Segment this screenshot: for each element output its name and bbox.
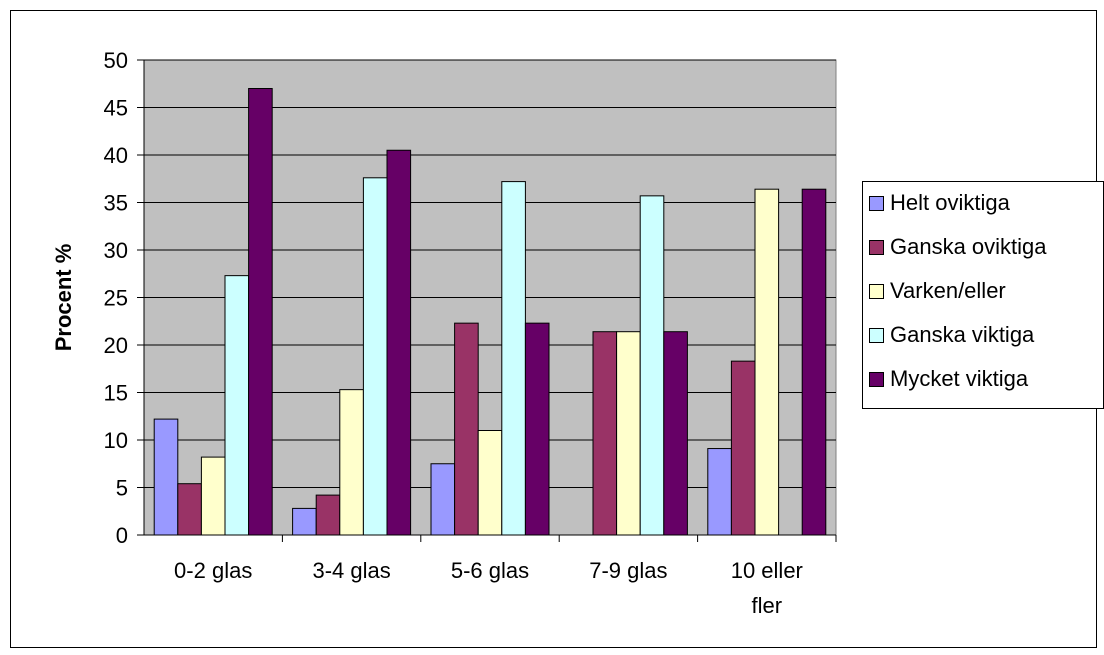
bar bbox=[477, 430, 503, 536]
legend-swatch bbox=[869, 371, 884, 387]
legend-label: Mycket viktiga bbox=[890, 366, 1029, 391]
bar bbox=[663, 331, 688, 536]
x-tick-label: 0-2 glas bbox=[174, 558, 252, 583]
y-tick-label: 20 bbox=[104, 333, 128, 358]
bar bbox=[454, 322, 479, 536]
x-tick-label: 10 eller fler bbox=[731, 558, 803, 618]
axes bbox=[137, 59, 837, 542]
legend-item: Ganska viktiga bbox=[869, 320, 1034, 350]
y-tick-label: 10 bbox=[104, 428, 128, 453]
legend: Helt oviktiga Ganska oviktiga Varken/eller… bbox=[862, 181, 1104, 409]
y-tick-label: 15 bbox=[104, 381, 128, 406]
legend-swatch bbox=[869, 327, 884, 343]
bar bbox=[224, 275, 250, 536]
bar bbox=[639, 195, 665, 536]
y-tick-label: 25 bbox=[104, 286, 128, 311]
legend-label: Varken/eller bbox=[890, 278, 1006, 303]
bar bbox=[592, 331, 618, 536]
legend-swatch bbox=[869, 239, 884, 255]
legend-label: Helt oviktiga bbox=[890, 190, 1010, 215]
legend-swatch bbox=[869, 283, 884, 299]
x-tick-label: 7-9 glas bbox=[589, 558, 667, 583]
y-tick-label: 50 bbox=[104, 48, 128, 73]
bar bbox=[730, 360, 756, 536]
legend-item: Varken/eller bbox=[869, 276, 1006, 306]
bar bbox=[801, 188, 827, 536]
bar bbox=[200, 456, 226, 536]
bar bbox=[430, 463, 456, 536]
bar bbox=[153, 418, 179, 536]
bar bbox=[362, 177, 388, 536]
bar bbox=[315, 494, 341, 536]
legend-item: Helt oviktiga bbox=[869, 188, 1010, 218]
legend-label: Ganska oviktiga bbox=[890, 234, 1047, 259]
bar bbox=[248, 88, 273, 536]
bars bbox=[153, 88, 827, 536]
bar bbox=[339, 389, 364, 536]
bar bbox=[524, 322, 550, 536]
y-tick-label: 45 bbox=[104, 96, 128, 121]
x-tick-label: 5-6 glas bbox=[451, 558, 529, 583]
y-axis-label: Procent % bbox=[51, 244, 76, 352]
y-tick-label: 40 bbox=[104, 143, 128, 168]
y-tick-labels: 0 5 10 15 20 25 30 35 40 45 50 bbox=[104, 48, 128, 548]
legend-item: Ganska oviktiga bbox=[869, 232, 1047, 262]
legend-label: Ganska viktiga bbox=[890, 322, 1035, 347]
bar bbox=[386, 149, 412, 536]
y-tick-label: 5 bbox=[116, 476, 128, 501]
y-tick-label: 30 bbox=[104, 238, 128, 263]
bar bbox=[501, 181, 526, 536]
legend-swatch bbox=[869, 195, 884, 211]
x-tick-labels: 0-2 glas 3-4 glas 5-6 glas 7-9 glas 10 eller… bbox=[174, 558, 803, 618]
bar bbox=[616, 331, 641, 536]
y-tick-label: 0 bbox=[116, 523, 128, 548]
bar bbox=[177, 483, 202, 536]
legend-item: Mycket viktiga bbox=[869, 364, 1028, 394]
bar bbox=[292, 507, 317, 536]
bar bbox=[754, 188, 780, 536]
y-tick-label: 35 bbox=[104, 191, 128, 216]
x-tick-label: 3-4 glas bbox=[312, 558, 390, 583]
bar bbox=[707, 448, 732, 536]
